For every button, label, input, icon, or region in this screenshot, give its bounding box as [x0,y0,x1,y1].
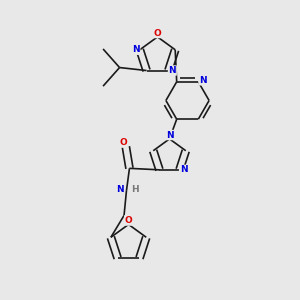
Text: N: N [169,66,176,75]
Text: N: N [132,45,140,54]
Text: O: O [125,216,132,225]
Text: N: N [199,76,207,85]
Text: N: N [116,185,124,194]
Text: N: N [180,165,187,174]
Text: N: N [166,130,173,140]
Text: H: H [131,185,139,194]
Text: O: O [154,28,161,38]
Text: O: O [120,138,127,147]
